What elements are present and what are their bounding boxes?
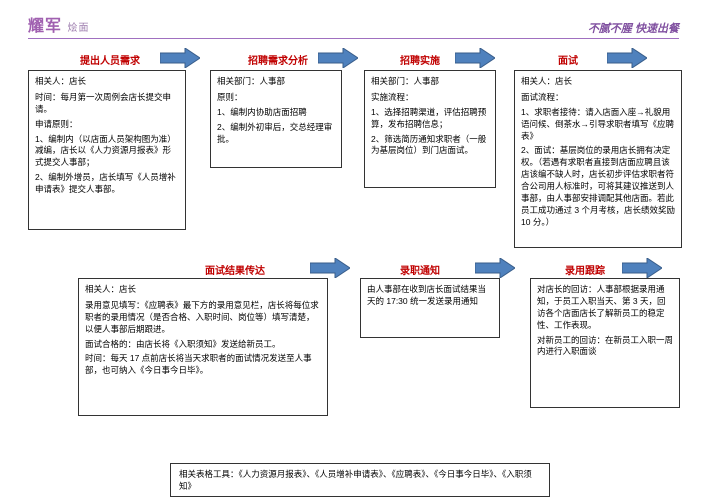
box-text: 对新员工的回访：在新员工入职一周内进行入职面谈 (537, 335, 673, 359)
box-lead: 相关人：店长 (85, 284, 321, 296)
box-text: 2、编制外增员，店长填写《人员增补申请表》提交人事部。 (35, 172, 179, 196)
logo: 耀军 烩面 (28, 12, 89, 36)
box-text: 对店长的回访：人事部根据录用通知，于员工入职当天、第 3 天，回访各个店面店长了… (537, 284, 673, 332)
stage-title-1: 提出人员需求 (80, 52, 140, 67)
box-text: 1、编制内协助店面招聘 (217, 107, 335, 119)
box-lead: 相关人：店长 (521, 76, 675, 88)
box-text: 2、编制外初审后，交总经理审批。 (217, 122, 335, 146)
box-demand: 相关人：店长 时间：每月第一次周例会店长提交申请。 申请原则： 1、编制内（以店… (28, 70, 186, 230)
box-interview: 相关人：店长 面试流程： 1、求职者接待：请入店面入座→礼貌用语问候、倒茶水→引… (514, 70, 682, 248)
logo-main: 耀军 (28, 18, 62, 35)
box-text: 1、求职者接待：请入店面入座→礼貌用语问候、倒茶水→引导求职者填写《应聘表》 (521, 107, 675, 143)
box-lead: 相关部门：人事部 (371, 76, 489, 88)
box-result: 相关人：店长 录用意见填写：《应聘表》最下方的录用意见栏，店长将每位求职者的录用… (78, 278, 328, 416)
box-text: 面试合格的：由店长将《入职须知》发送给新员工。 (85, 339, 321, 351)
box-lead: 相关人：店长 (35, 76, 179, 88)
box-text: 由人事部在收到店长面试结果当天的 17:30 统一发送录用通知 (367, 284, 493, 308)
box-lead: 相关部门：人事部 (217, 76, 335, 88)
stage-title-4: 面试 (558, 52, 578, 67)
box-notify: 由人事部在收到店长面试结果当天的 17:30 统一发送录用通知 (360, 278, 500, 338)
box-text: 原则： (217, 92, 335, 104)
box-text: 时间：每月第一次周例会店长提交申请。 (35, 92, 179, 116)
stage-title-6: 录职通知 (400, 262, 440, 277)
box-text: 1、选择招聘渠道，评估招聘预算，发布招聘信息； (371, 107, 489, 131)
box-analysis: 相关部门：人事部 原则： 1、编制内协助店面招聘 2、编制外初审后，交总经理审批… (210, 70, 342, 168)
box-implement: 相关部门：人事部 实施流程： 1、选择招聘渠道，评估招聘预算，发布招聘信息； 2… (364, 70, 496, 188)
arrow-icon (475, 258, 515, 278)
box-text: 2、筛选简历通知求职者（一般为基层岗位）到门店面试。 (371, 134, 489, 158)
arrow-icon (318, 48, 358, 68)
footer-tools: 相关表格工具：《人力资源月报表》、《人员增补申请表》、《应聘表》、《今日事今日毕… (170, 463, 550, 497)
box-text: 2、面试：基层岗位的录用店长拥有决定权。（若遇有求职者直接到店面应聘且该店该编不… (521, 145, 675, 228)
page-header: 耀军 烩面 不腻不腥 快速出餐 (28, 12, 679, 39)
stage-title-3: 招聘实施 (400, 52, 440, 67)
stage-title-7: 录用跟踪 (565, 262, 605, 277)
box-text: 申请原则： (35, 119, 179, 131)
box-text: 实施流程： (371, 92, 489, 104)
box-text: 面试流程： (521, 92, 675, 104)
arrow-icon (310, 258, 350, 278)
stage-title-5: 面试结果传达 (205, 262, 265, 277)
slogan: 不腻不腥 快速出餐 (588, 20, 679, 36)
box-follow: 对店长的回访：人事部根据录用通知，于员工入职当天、第 3 天，回访各个店面店长了… (530, 278, 680, 408)
box-text: 1、编制内（以店面人员架构图为准）减编，店长以《人力资源月报表》形式提交人事部； (35, 134, 179, 170)
stage-title-2: 招聘需求分析 (248, 52, 308, 67)
arrow-icon (622, 258, 662, 278)
arrow-icon (160, 48, 200, 68)
box-text: 录用意见填写：《应聘表》最下方的录用意见栏，店长将每位求职者的录用情况（是否合格… (85, 300, 321, 336)
arrow-icon (607, 48, 647, 68)
box-text: 时间：每天 17 点前店长将当天求职者的面试情况发送至人事部，也可纳入《今日事今… (85, 353, 321, 377)
footer-text: 相关表格工具：《人力资源月报表》、《人员增补申请表》、《应聘表》、《今日事今日毕… (179, 469, 532, 491)
arrow-icon (455, 48, 495, 68)
logo-sub: 烩面 (67, 23, 89, 34)
